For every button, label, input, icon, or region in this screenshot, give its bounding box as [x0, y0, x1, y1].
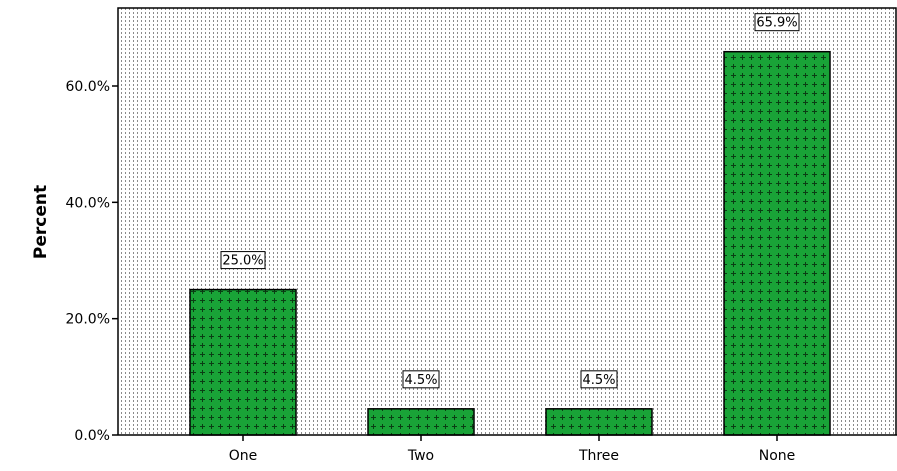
y-tick-label: 40.0% — [66, 195, 110, 211]
data-label-box — [402, 370, 440, 389]
data-label-box — [754, 13, 800, 32]
data-label-none: 65.9% — [754, 13, 800, 32]
data-label-three: 4.5% — [580, 370, 618, 389]
data-label-text: 25.0% — [222, 254, 263, 269]
bar-one — [189, 288, 297, 436]
y-tick-label: 20.0% — [66, 312, 110, 328]
x-tick-label: Three — [578, 448, 619, 464]
bar-three — [545, 408, 653, 436]
data-label-text: 4.5% — [582, 373, 615, 388]
x-tick-label: Two — [407, 448, 434, 464]
bar-none — [723, 50, 831, 436]
data-label-box — [220, 251, 266, 270]
y-tick-label: 0.0% — [74, 428, 110, 444]
y-tick-label: 60.0% — [66, 79, 110, 95]
data-label-text: 65.9% — [756, 16, 797, 31]
y-axis-title: Percent — [31, 185, 51, 259]
x-tick-label: One — [229, 448, 258, 464]
bar-two — [367, 408, 475, 436]
data-label-one: 25.0% — [220, 251, 266, 270]
plot-frame — [117, 7, 897, 435]
data-label-text: 4.5% — [404, 373, 437, 388]
x-tick-label: None — [759, 448, 796, 464]
data-label-box — [580, 370, 618, 389]
data-label-two: 4.5% — [402, 370, 440, 389]
